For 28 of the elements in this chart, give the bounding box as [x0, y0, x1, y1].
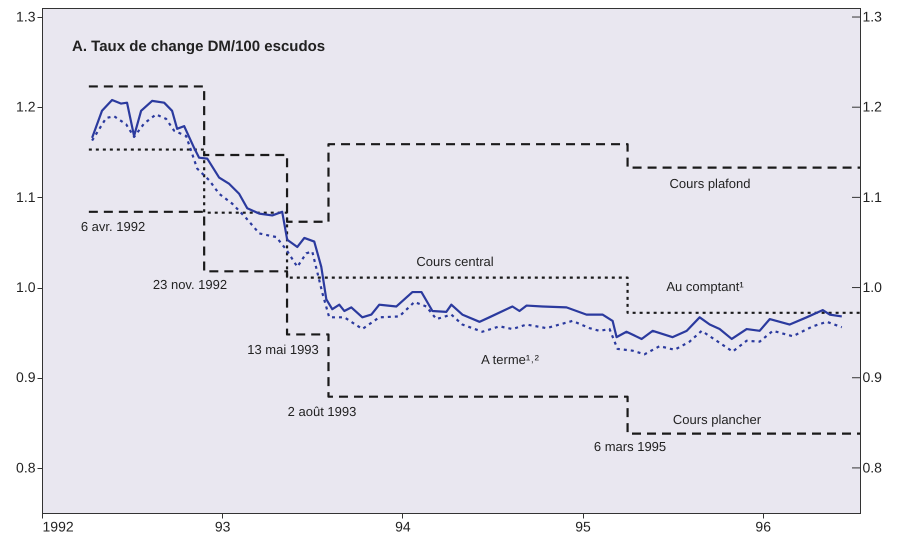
annotation: Cours central	[416, 254, 494, 269]
y-tick-label: 1.2	[862, 98, 882, 115]
x-tick-label: 1992	[42, 518, 74, 534]
y-tick-label: 1.1	[862, 188, 882, 205]
text: A. Taux de change DM/100 escudos	[72, 38, 326, 55]
y-tick-label: 1.0	[862, 279, 882, 296]
annotation: 13 mai 1993	[247, 342, 319, 357]
y-tick-label: 0.8	[862, 459, 882, 476]
annotation: Cours plancher	[672, 412, 762, 427]
x-tick-label: 93	[214, 518, 231, 534]
annotation: Cours plafond	[670, 176, 750, 191]
y-tick-label: 0.9	[862, 369, 882, 386]
y2-tick-label: 0.8	[16, 459, 36, 476]
annotation: 6 avr. 1992	[80, 219, 146, 234]
annotation: Au comptant¹	[666, 279, 744, 294]
y2-tick-label: 1.3	[16, 8, 36, 25]
y2-tick-label: 0.9	[16, 369, 36, 386]
annotation: 6 mars 1995	[594, 439, 666, 454]
x-tick-label: 96	[755, 518, 772, 534]
annotation: 2 août 1993	[288, 404, 356, 419]
y-tick-label: 1.3	[862, 8, 882, 25]
x-tick-label: 94	[395, 518, 411, 534]
y2-tick-label: 1.2	[16, 98, 36, 115]
y2-tick-label: 1.1	[16, 188, 36, 205]
y2-tick-label: 1.0	[16, 279, 36, 296]
annotation: A terme¹˒²	[481, 352, 540, 367]
annotation: 23 nov. 1992	[152, 277, 228, 292]
x-tick-label: 95	[575, 518, 592, 534]
